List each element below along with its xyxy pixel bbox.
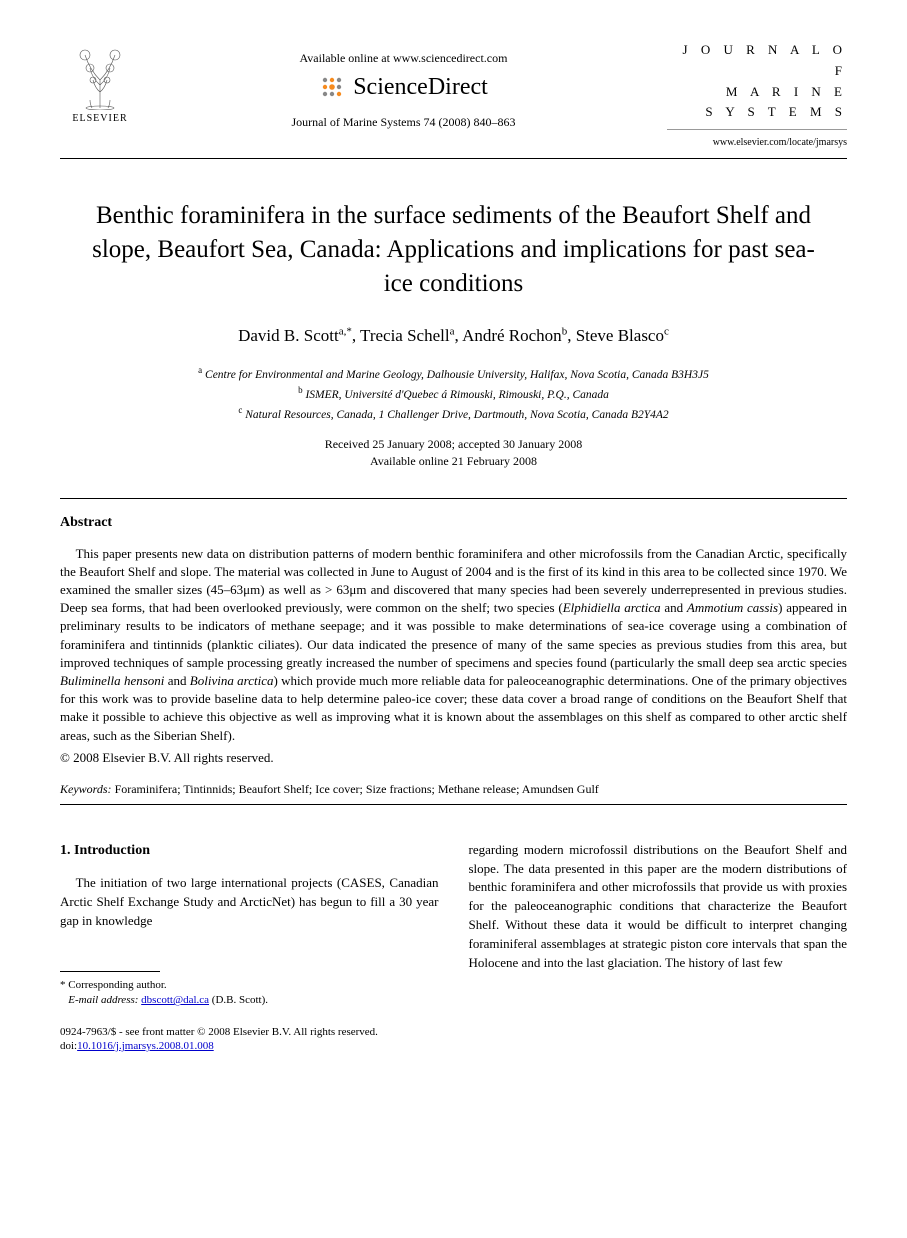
aff-c: Natural Resources, Canada, 1 Challenger … bbox=[245, 409, 668, 421]
author-4: Steve Blasco bbox=[576, 326, 664, 345]
author-4-aff: c bbox=[664, 326, 669, 338]
bottom-info: 0924-7963/$ - see front matter © 2008 El… bbox=[60, 1025, 439, 1054]
abs-sp4: Bolivina arctica bbox=[190, 673, 274, 688]
footnote-rule bbox=[60, 971, 160, 972]
article-dates: Received 25 January 2008; accepted 30 Ja… bbox=[60, 436, 847, 470]
authors-line: David B. Scotta,*, Trecia Schella, André… bbox=[60, 324, 847, 348]
abstract-bottom-rule bbox=[60, 804, 847, 805]
author-3-aff: b bbox=[562, 326, 568, 338]
aff-b-sup: b bbox=[298, 385, 303, 395]
aff-b: ISMER, Université d'Quebec á Rimouski, R… bbox=[305, 389, 608, 401]
aff-c-sup: c bbox=[238, 405, 242, 415]
body-columns: 1. Introduction The initiation of two la… bbox=[60, 841, 847, 1054]
elsevier-logo: ELSEVIER bbox=[60, 40, 140, 126]
available-online-text: Available online at www.sciencedirect.co… bbox=[140, 50, 667, 67]
author-1-corr: * bbox=[346, 326, 352, 338]
left-column: 1. Introduction The initiation of two la… bbox=[60, 841, 439, 1054]
journal-name-l1: J O U R N A L O F bbox=[667, 40, 847, 82]
journal-url: www.elsevier.com/locate/jmarsys bbox=[667, 136, 847, 150]
email-link[interactable]: dbscott@dal.ca bbox=[141, 994, 209, 1006]
author-1: David B. Scott bbox=[238, 326, 339, 345]
elsevier-text: ELSEVIER bbox=[60, 112, 140, 126]
doi-link[interactable]: 10.1016/j.jmarsys.2008.01.008 bbox=[77, 1040, 214, 1052]
sciencedirect-icon bbox=[319, 74, 347, 102]
abstract-top-rule bbox=[60, 498, 847, 499]
affiliations: a Centre for Environmental and Marine Ge… bbox=[60, 364, 847, 424]
keywords-text: Foraminifera; Tintinnids; Beaufort Shelf… bbox=[112, 782, 599, 796]
sciencedirect-logo: ScienceDirect bbox=[140, 71, 667, 105]
elsevier-tree-icon bbox=[70, 40, 130, 110]
email-label: E-mail address: bbox=[68, 994, 138, 1006]
journal-title-box: J O U R N A L O F M A R I N E S Y S T E … bbox=[667, 40, 847, 150]
corresponding-footnote: * Corresponding author. E-mail address: … bbox=[60, 978, 439, 1009]
intro-left-text: The initiation of two large internationa… bbox=[60, 874, 439, 931]
abs-sp2: Ammotium cassis bbox=[687, 600, 778, 615]
journal-name-l2: M A R I N E bbox=[667, 82, 847, 103]
author-2-aff: a bbox=[450, 326, 455, 338]
author-3: André Rochon bbox=[462, 326, 562, 345]
author-2: Trecia Schell bbox=[360, 326, 450, 345]
abs-sp3: Buliminella hensoni bbox=[60, 673, 164, 688]
doi-label: doi: bbox=[60, 1040, 77, 1052]
intro-right-text: regarding modern microfossil distributio… bbox=[469, 841, 848, 973]
center-header: Available online at www.sciencedirect.co… bbox=[140, 40, 667, 131]
keywords-line: Keywords: Foraminifera; Tintinnids; Beau… bbox=[60, 781, 847, 798]
journal-divider bbox=[667, 129, 847, 130]
date-received: Received 25 January 2008; accepted 30 Ja… bbox=[60, 436, 847, 453]
abs-sp1: Elphidiella arctica bbox=[563, 600, 661, 615]
abstract-paragraph: This paper presents new data on distribu… bbox=[60, 545, 847, 745]
abstract-heading: Abstract bbox=[60, 513, 847, 533]
journal-reference: Journal of Marine Systems 74 (2008) 840–… bbox=[140, 114, 667, 131]
section-1-heading: 1. Introduction bbox=[60, 841, 439, 861]
article-title: Benthic foraminifera in the surface sedi… bbox=[80, 199, 827, 300]
aff-a: Centre for Environmental and Marine Geol… bbox=[205, 369, 709, 381]
email-paren: (D.B. Scott). bbox=[209, 994, 268, 1006]
abs-t2: and bbox=[661, 600, 687, 615]
issn-line: 0924-7963/$ - see front matter © 2008 El… bbox=[60, 1025, 439, 1039]
date-online: Available online 21 February 2008 bbox=[60, 453, 847, 470]
right-column: regarding modern microfossil distributio… bbox=[469, 841, 848, 1054]
corr-text: Corresponding author. bbox=[66, 979, 167, 991]
keywords-label: Keywords: bbox=[60, 782, 112, 796]
abs-t4: and bbox=[164, 673, 189, 688]
aff-a-sup: a bbox=[198, 365, 202, 375]
page-header: ELSEVIER Available online at www.science… bbox=[60, 40, 847, 150]
sciencedirect-text: ScienceDirect bbox=[353, 71, 488, 105]
header-rule bbox=[60, 158, 847, 159]
journal-name-l3: S Y S T E M S bbox=[667, 102, 847, 123]
copyright-line: © 2008 Elsevier B.V. All rights reserved… bbox=[60, 749, 847, 767]
